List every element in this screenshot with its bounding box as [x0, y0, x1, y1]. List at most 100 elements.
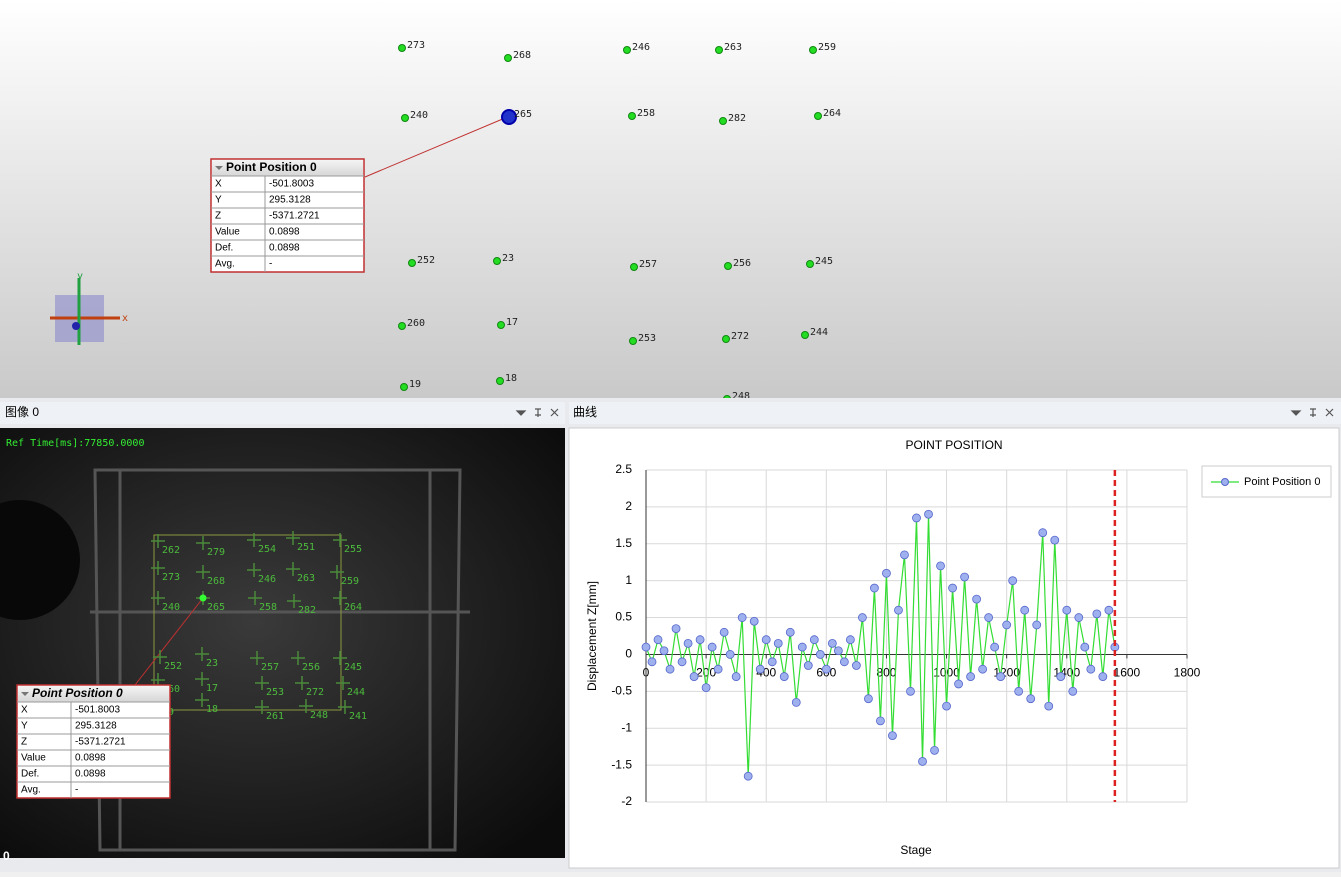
point — [715, 46, 723, 54]
crosshair — [330, 565, 344, 579]
point-label: 268 — [207, 576, 225, 587]
point — [629, 337, 637, 345]
field-name: Def. — [215, 243, 233, 254]
crosshair — [195, 647, 209, 661]
data-point — [1086, 664, 1096, 674]
info-popup — [16, 684, 171, 799]
close-button[interactable] — [550, 408, 559, 417]
point-label: 23 — [206, 658, 218, 669]
data-point — [851, 661, 861, 670]
data-point — [1002, 620, 1012, 630]
popup-title: Point Position 0 — [32, 686, 123, 700]
x-axis-label: Stage — [900, 843, 932, 857]
data-point — [707, 642, 717, 652]
point — [401, 114, 409, 122]
data-point — [815, 650, 825, 659]
field-name: Y — [215, 195, 222, 206]
crosshair — [153, 650, 167, 664]
data-point — [689, 672, 699, 681]
field-value: - — [269, 259, 272, 270]
3d-viewport[interactable] — [0, 0, 1341, 398]
data-point — [821, 664, 831, 674]
data-point — [749, 616, 759, 626]
data-point — [864, 694, 873, 704]
field-value: -501.8003 — [269, 179, 314, 190]
crosshair — [255, 700, 269, 714]
crosshair — [196, 536, 210, 550]
close-button[interactable] — [1325, 408, 1334, 417]
selected-point — [501, 109, 517, 125]
data-point — [653, 635, 663, 645]
point — [504, 54, 512, 62]
data-point — [966, 672, 975, 681]
menu-button[interactable] — [1290, 410, 1302, 416]
data-point — [1020, 605, 1030, 615]
data-point — [960, 572, 969, 582]
crosshair — [196, 565, 210, 579]
leader-line — [364, 117, 506, 178]
point-label: 272 — [731, 331, 749, 342]
data-point — [797, 642, 807, 652]
data-point — [936, 561, 945, 571]
point-label: 268 — [513, 50, 531, 61]
field-name: X — [21, 705, 28, 716]
crosshair — [151, 591, 165, 605]
axis-label: x — [122, 313, 128, 324]
data-point — [918, 757, 927, 766]
point-label: 245 — [815, 256, 833, 267]
crosshair — [291, 651, 305, 665]
point-label: 244 — [810, 327, 828, 338]
point-label: 244 — [347, 687, 365, 698]
data-point — [1044, 701, 1054, 711]
point — [809, 46, 817, 54]
point-label: 252 — [417, 255, 435, 266]
pin-button[interactable] — [535, 408, 541, 417]
point — [724, 262, 732, 270]
data-point — [785, 627, 795, 637]
data-point — [779, 672, 789, 681]
data-point — [942, 701, 951, 711]
point-label: 264 — [823, 108, 841, 119]
data-point — [755, 664, 765, 674]
point-label: 265 — [207, 602, 225, 613]
point — [722, 335, 730, 343]
menu-button[interactable] — [515, 410, 527, 416]
data-point — [809, 635, 819, 645]
point-label: 17 — [506, 317, 518, 328]
point-label: 282 — [298, 605, 316, 616]
field-name: Z — [215, 211, 221, 222]
data-point — [972, 594, 982, 604]
point-label: 261 — [266, 711, 284, 722]
crosshair — [287, 594, 301, 608]
crosshair — [195, 672, 209, 686]
point-label: 241 — [349, 711, 367, 722]
point-label: 257 — [639, 259, 657, 270]
x-tick-label: 1600 — [1114, 666, 1141, 680]
data-point — [900, 550, 909, 560]
point-label: 256 — [302, 662, 320, 673]
data-point — [761, 635, 771, 645]
point — [623, 46, 631, 54]
crosshair — [286, 562, 300, 576]
data-point — [1068, 686, 1078, 696]
x-tick-label: 800 — [876, 666, 896, 680]
data-point — [930, 745, 939, 755]
field-name: Value — [21, 753, 46, 764]
data-point — [713, 664, 723, 674]
point-label: 265 — [514, 109, 532, 120]
pin-button[interactable] — [1310, 408, 1316, 417]
data-point — [1038, 528, 1048, 538]
point-label: 17 — [206, 683, 218, 694]
data-point — [641, 642, 651, 652]
data-point — [743, 771, 753, 781]
crosshair — [247, 563, 261, 577]
point-label: 257 — [261, 662, 279, 673]
field-value: 0.0898 — [269, 227, 300, 238]
crosshair — [286, 531, 300, 545]
field-name: Avg. — [21, 785, 41, 796]
field-value: -5371.2721 — [269, 211, 320, 222]
data-point — [683, 638, 693, 648]
crosshair — [295, 676, 309, 690]
point-label: 256 — [733, 258, 751, 269]
